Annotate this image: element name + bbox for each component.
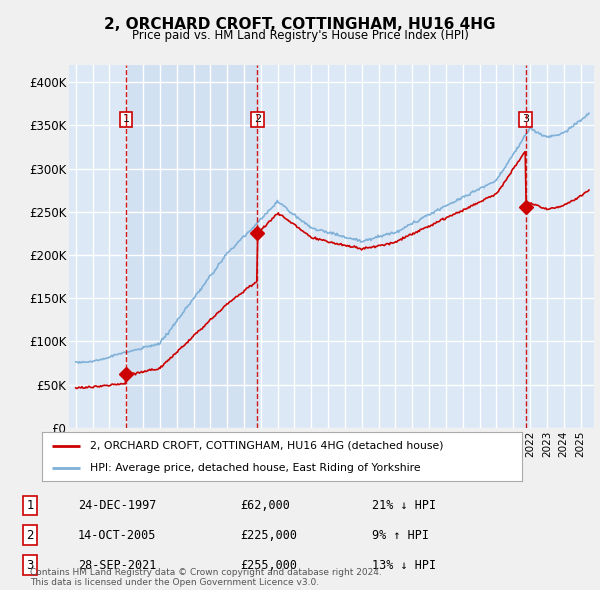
Text: Contains HM Land Registry data © Crown copyright and database right 2024.
This d: Contains HM Land Registry data © Crown c… [30, 568, 382, 587]
Text: 13% ↓ HPI: 13% ↓ HPI [372, 559, 436, 572]
Text: 9% ↑ HPI: 9% ↑ HPI [372, 529, 429, 542]
Bar [126, 65, 257, 428]
Text: 2: 2 [26, 529, 34, 542]
Text: Price paid vs. HM Land Registry's House Price Index (HPI): Price paid vs. HM Land Registry's House … [131, 29, 469, 42]
Text: 2: 2 [254, 114, 261, 124]
Text: 3: 3 [522, 114, 529, 124]
Text: 21% ↓ HPI: 21% ↓ HPI [372, 499, 436, 512]
Text: HPI: Average price, detached house, East Riding of Yorkshire: HPI: Average price, detached house, East… [90, 463, 421, 473]
Text: 3: 3 [26, 559, 34, 572]
Text: 2, ORCHARD CROFT, COTTINGHAM, HU16 4HG (detached house): 2, ORCHARD CROFT, COTTINGHAM, HU16 4HG (… [90, 441, 443, 451]
Text: 1: 1 [26, 499, 34, 512]
Text: £62,000: £62,000 [240, 499, 290, 512]
Text: £225,000: £225,000 [240, 529, 297, 542]
Text: 28-SEP-2021: 28-SEP-2021 [78, 559, 157, 572]
Text: £255,000: £255,000 [240, 559, 297, 572]
Text: 24-DEC-1997: 24-DEC-1997 [78, 499, 157, 512]
Text: 14-OCT-2005: 14-OCT-2005 [78, 529, 157, 542]
Text: 1: 1 [122, 114, 130, 124]
Text: 2, ORCHARD CROFT, COTTINGHAM, HU16 4HG: 2, ORCHARD CROFT, COTTINGHAM, HU16 4HG [104, 17, 496, 31]
